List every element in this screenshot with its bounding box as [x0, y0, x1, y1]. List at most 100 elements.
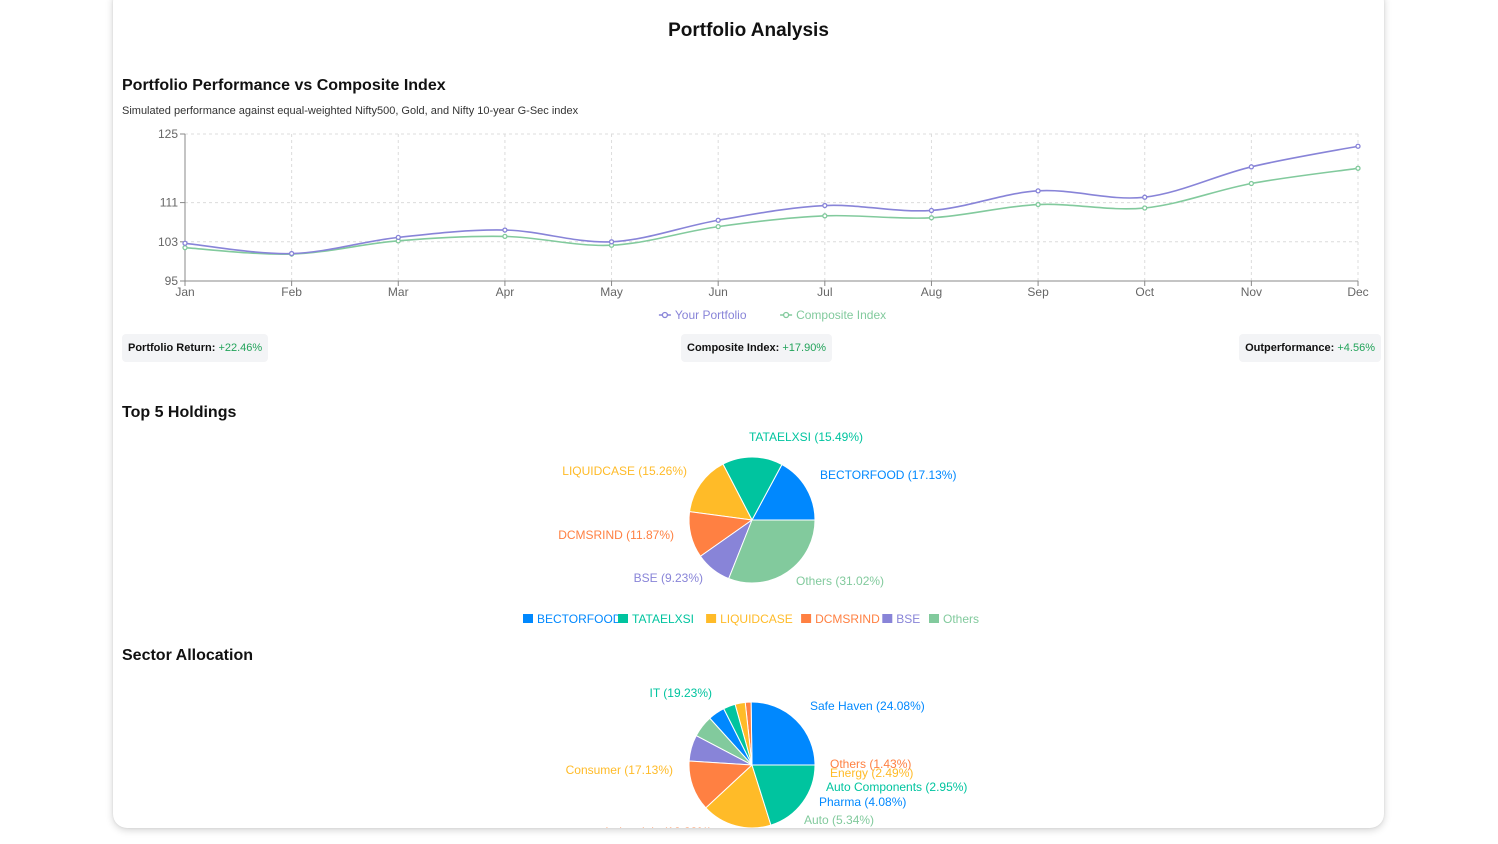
- x-tick-label: Apr: [496, 285, 515, 299]
- data-point: [182, 245, 188, 251]
- data-point: [928, 207, 935, 214]
- holdings-title: Top 5 Holdings: [122, 404, 237, 421]
- pie-slice-label: Auto (5.34%): [804, 813, 874, 827]
- pie-slice-label: Others (1.43%): [830, 757, 911, 771]
- pie-slice: [750, 701, 816, 766]
- y-tick-label: 103: [158, 235, 178, 249]
- chart-legend: Your Portfolio Composite Index: [658, 308, 886, 322]
- legend-swatch: [706, 614, 717, 623]
- data-point: [502, 233, 508, 240]
- x-tick-label: Jun: [709, 285, 728, 299]
- performance-line-chart: 95 103 111 125 Jan Feb Mar Apr May Jun Jul Aug Sep Oc…: [158, 127, 1369, 322]
- data-point: [822, 202, 828, 209]
- x-tick-label: Dec: [1347, 285, 1368, 299]
- data-point: [1142, 205, 1148, 211]
- data-point: [822, 213, 828, 219]
- series-line: [184, 145, 1359, 255]
- x-tick-label: Jul: [817, 285, 832, 299]
- pie-slice: [751, 463, 816, 521]
- data-point: [288, 250, 295, 257]
- outperformance-label: Outperformance:: [1245, 342, 1335, 354]
- pie-slice-label: Auto Components (2.95%): [826, 780, 967, 794]
- data-point: [715, 217, 721, 223]
- legend-point-swatch: [782, 311, 790, 319]
- pie-slice: [709, 708, 753, 766]
- x-tick-label: Mar: [388, 285, 409, 299]
- y-tick-label: 111: [160, 196, 179, 210]
- performance-subtitle: Simulated performance against equal-weig…: [122, 105, 579, 117]
- x-tick-label: Aug: [921, 285, 942, 299]
- pie-slice-label: IT (19.23%): [650, 686, 712, 700]
- legend-label: BECTORFOOD: [537, 612, 622, 626]
- data-point: [502, 227, 508, 233]
- pie-slice: [688, 760, 754, 809]
- y-tick-label: 95: [165, 274, 179, 288]
- pie-slice: [688, 463, 753, 521]
- x-tick-label: Nov: [1241, 285, 1262, 299]
- x-tick-label: Oct: [1135, 285, 1154, 299]
- pie-slice: [688, 734, 753, 766]
- composite-index-label: Composite Index:: [687, 342, 780, 354]
- pie-slice: [744, 701, 753, 766]
- legend-swatch: [882, 614, 893, 623]
- legend-label: Your Portfolio: [675, 308, 747, 322]
- data-point: [1248, 180, 1255, 187]
- pie-slice: [699, 518, 754, 580]
- pie-slice-label: Pharma (4.08%): [819, 795, 906, 809]
- page-title: Portfolio Analysis: [668, 20, 829, 41]
- data-point: [608, 239, 615, 245]
- legend-label: TATAELXSI: [632, 612, 694, 626]
- pie-slice-label: TATAELXSI (15.49%): [749, 430, 863, 444]
- outperformance-badge: Outperformance: +4.56%: [1239, 334, 1381, 362]
- legend-swatch: [618, 614, 628, 623]
- portfolio-return-value: +22.46%: [218, 342, 263, 354]
- data-point: [715, 223, 721, 230]
- pie-slice-label: Industrials (12.33%): [605, 825, 712, 828]
- data-point: [1355, 165, 1361, 171]
- pie-slice: [705, 764, 772, 828]
- data-point: [182, 240, 188, 246]
- y-tick-label: 125: [158, 127, 178, 141]
- data-point: [1248, 164, 1255, 170]
- legend-point-swatch: [661, 311, 669, 319]
- pie-slice-label: DCMSRIND (11.87%): [558, 528, 674, 542]
- composite-index-value: +17.90%: [782, 342, 827, 354]
- x-tick-label: Sep: [1027, 285, 1049, 299]
- legend-label: Others: [943, 612, 979, 626]
- legend-swatch: [801, 614, 812, 623]
- composite-index-badge: Composite Index: +17.90%: [681, 334, 833, 362]
- pie-slice-label: Consumer (17.13%): [566, 763, 673, 777]
- data-point: [1035, 201, 1041, 208]
- x-tick-label: May: [600, 285, 623, 299]
- x-tick-label: Feb: [281, 285, 302, 299]
- outperformance-value: +4.56%: [1337, 342, 1375, 354]
- data-point: [1355, 143, 1361, 149]
- pie-slice-label: Safe Haven (24.08%): [810, 699, 925, 713]
- pie-slice-label: BSE (9.23%): [634, 571, 703, 585]
- legend-swatch: [929, 614, 939, 623]
- data-point: [1142, 194, 1148, 200]
- pie-slice-label: Energy (2.49%): [830, 766, 913, 780]
- data-point: [395, 234, 401, 241]
- pie-slice-label: Others (31.02%): [796, 574, 884, 588]
- pie-slice: [723, 703, 753, 766]
- legend-label: BSE: [896, 612, 920, 626]
- pie-slice: [695, 717, 753, 766]
- performance-title: Portfolio Performance vs Composite Index: [122, 77, 446, 94]
- pie-slice: [734, 701, 753, 766]
- legend-label: LIQUIDCASE: [720, 612, 793, 626]
- legend-label: DCMSRIND: [815, 612, 880, 626]
- data-point: [1035, 188, 1041, 194]
- legend-label: Composite Index: [796, 308, 886, 322]
- pie-legend: BECTORFOOD TATAELXSI LIQUIDCASE DCMSRIND BSE…: [523, 612, 979, 626]
- x-tick-label: Jan: [175, 285, 194, 299]
- pie-slice-label: LIQUIDCASE (15.26%): [562, 464, 687, 478]
- series-line: [184, 167, 1359, 255]
- pie-slice: [688, 511, 754, 557]
- portfolio-return-badge: Portfolio Return: +22.46%: [122, 334, 269, 362]
- pie-slice: [722, 456, 783, 522]
- portfolio-return-label: Portfolio Return:: [128, 342, 216, 354]
- pie-slice: [728, 519, 816, 584]
- data-point: [928, 215, 935, 221]
- legend-swatch: [523, 614, 533, 623]
